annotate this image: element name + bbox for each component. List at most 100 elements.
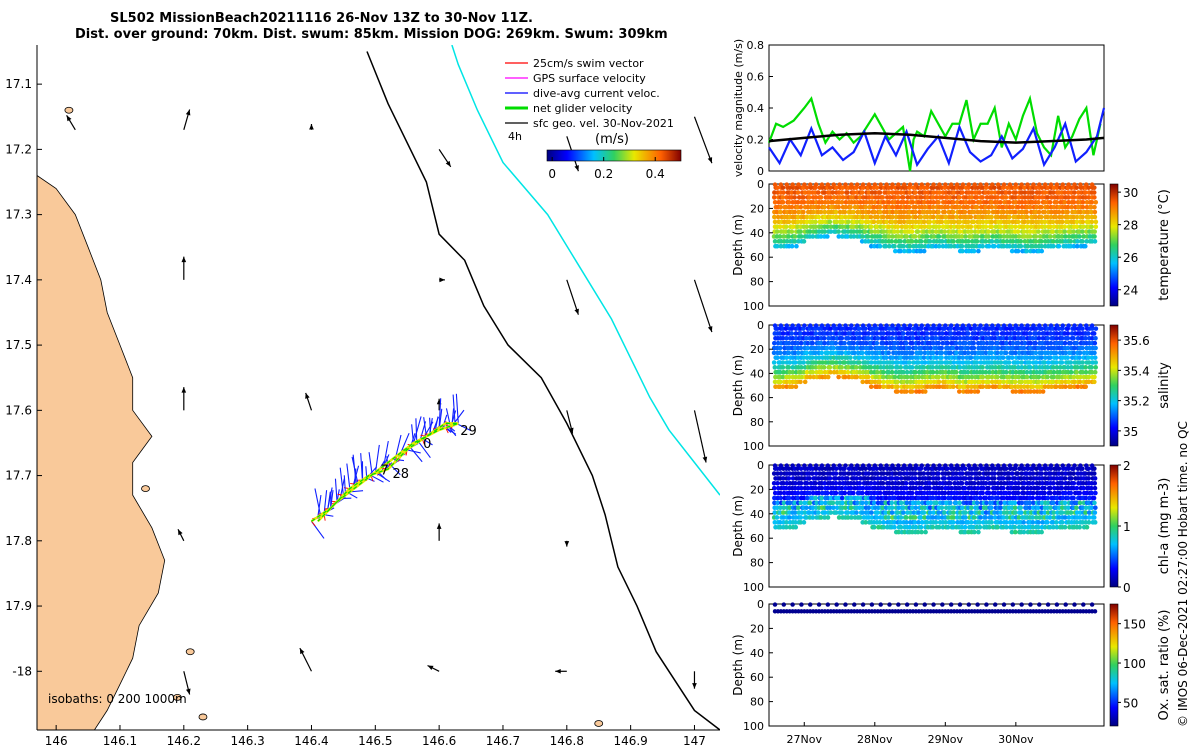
speed-cbar-tick-label: 0.4 bbox=[646, 167, 665, 181]
data-point bbox=[1050, 500, 1056, 506]
data-point bbox=[1042, 384, 1048, 390]
data-point bbox=[1089, 219, 1095, 225]
data-point bbox=[865, 219, 871, 225]
data-point bbox=[804, 224, 809, 229]
data-point bbox=[784, 524, 789, 530]
data-point bbox=[1093, 326, 1099, 331]
data-point bbox=[1052, 490, 1057, 496]
data-point bbox=[821, 336, 827, 341]
data-point bbox=[953, 369, 959, 375]
data-point bbox=[801, 331, 807, 336]
data-point bbox=[1006, 471, 1012, 476]
data-point bbox=[968, 389, 974, 394]
data-point bbox=[1003, 195, 1009, 200]
data-point bbox=[784, 239, 790, 244]
surface-point bbox=[943, 323, 948, 328]
data-point bbox=[886, 234, 892, 239]
data-point bbox=[1030, 243, 1035, 249]
data-point bbox=[904, 369, 910, 375]
data-point bbox=[954, 200, 960, 205]
data-point bbox=[1024, 355, 1030, 360]
data-point bbox=[831, 505, 836, 511]
data-point bbox=[1016, 350, 1022, 356]
data-point bbox=[927, 326, 933, 331]
data-point bbox=[883, 476, 889, 481]
data-point bbox=[1027, 481, 1032, 486]
data-point bbox=[818, 234, 824, 239]
data-point bbox=[1043, 379, 1048, 385]
data-point bbox=[1042, 190, 1048, 195]
data-point bbox=[1030, 515, 1035, 520]
data-point bbox=[1036, 495, 1042, 501]
data-point bbox=[851, 345, 856, 351]
data-point bbox=[1012, 476, 1018, 481]
data-point bbox=[786, 374, 792, 380]
data-point bbox=[986, 384, 992, 390]
data-point bbox=[1034, 515, 1039, 520]
data-point bbox=[834, 360, 839, 365]
surface-point bbox=[960, 182, 966, 187]
data-point bbox=[771, 481, 777, 486]
data-point bbox=[1028, 379, 1034, 385]
data-point bbox=[1093, 224, 1099, 229]
depth-tick-label: 100 bbox=[743, 720, 764, 733]
data-point bbox=[930, 229, 935, 234]
data-point bbox=[1039, 204, 1044, 210]
data-point bbox=[892, 520, 897, 525]
data-point bbox=[1068, 243, 1074, 249]
depth-tick-label: 40 bbox=[750, 647, 764, 660]
data-point bbox=[921, 471, 927, 476]
data-point bbox=[971, 219, 977, 225]
data-point bbox=[1048, 331, 1053, 336]
data-point bbox=[819, 476, 825, 481]
data-point bbox=[890, 331, 896, 336]
data-point bbox=[1092, 209, 1098, 215]
data-point bbox=[989, 350, 994, 356]
data-point bbox=[1069, 365, 1074, 370]
oxy-point bbox=[957, 602, 963, 607]
data-point bbox=[928, 379, 934, 385]
data-point bbox=[819, 350, 824, 356]
data-point bbox=[904, 350, 910, 356]
data-point bbox=[910, 219, 915, 225]
surface-point bbox=[1001, 182, 1007, 187]
data-point bbox=[983, 350, 989, 356]
data-point bbox=[1013, 369, 1019, 375]
data-point bbox=[1060, 495, 1066, 501]
data-point bbox=[831, 195, 837, 200]
data-point bbox=[893, 219, 898, 225]
data-point bbox=[816, 214, 821, 220]
data-point bbox=[910, 195, 916, 200]
data-point bbox=[1042, 355, 1048, 360]
islands bbox=[64, 106, 604, 727]
data-point bbox=[1015, 248, 1021, 254]
data-point bbox=[911, 360, 916, 365]
surface-point bbox=[1054, 182, 1060, 187]
data-point bbox=[780, 384, 786, 390]
data-point bbox=[986, 485, 991, 491]
heatmap-colorbar bbox=[1109, 603, 1119, 727]
data-point bbox=[1092, 500, 1097, 506]
data-point bbox=[927, 481, 933, 486]
data-point bbox=[784, 384, 789, 390]
data-point bbox=[889, 510, 895, 515]
data-point bbox=[1015, 471, 1021, 476]
data-point bbox=[927, 505, 933, 511]
data-point bbox=[1093, 505, 1098, 511]
data-point bbox=[1004, 340, 1009, 346]
data-point bbox=[1013, 243, 1018, 249]
data-point bbox=[804, 505, 809, 511]
data-point bbox=[1045, 495, 1051, 501]
data-point bbox=[980, 379, 986, 385]
data-point bbox=[898, 345, 904, 351]
data-point bbox=[792, 234, 798, 239]
isobath-200m bbox=[366, 51, 720, 730]
data-point bbox=[972, 481, 977, 486]
data-point bbox=[968, 326, 974, 331]
data-point bbox=[1086, 466, 1091, 471]
data-point bbox=[804, 185, 810, 190]
data-point bbox=[815, 336, 821, 341]
data-point bbox=[1045, 336, 1050, 341]
data-point bbox=[828, 195, 833, 200]
geo-vector-arrow bbox=[693, 116, 713, 164]
